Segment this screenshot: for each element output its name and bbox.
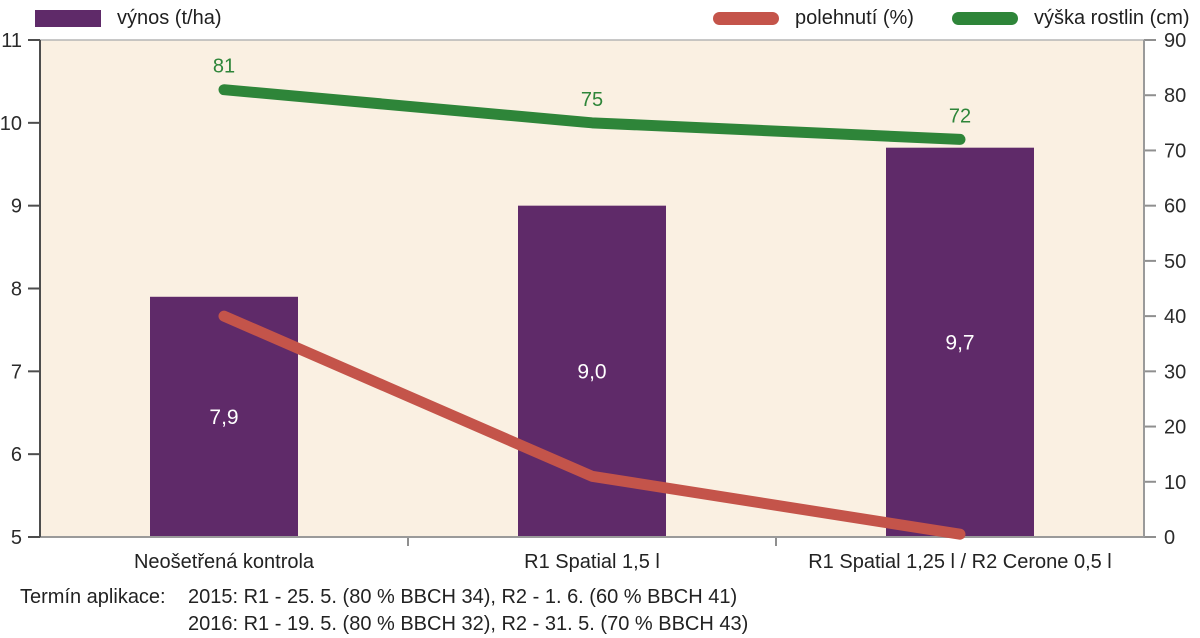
- right-axis-tick-label: 20: [1164, 417, 1186, 439]
- right-axis-tick-label: 10: [1164, 472, 1186, 494]
- right-axis-tick-label: 90: [1164, 30, 1186, 52]
- lodging-line-swatch-icon: [713, 11, 779, 25]
- legend-item-yield: výnos (t/ha): [35, 4, 221, 32]
- right-axis-tick-label: 40: [1164, 306, 1186, 328]
- left-axis-tick-label: 5: [11, 527, 22, 549]
- yield-bar-swatch-icon: [35, 9, 101, 27]
- category-label-spatial: R1 Spatial 1,5 l: [524, 551, 660, 573]
- right-axis-tick-label: 30: [1164, 361, 1186, 383]
- right-axis-tick-label: 0: [1164, 527, 1175, 549]
- footer-line-2016: 2016: R1 - 19. 5. (80 % BBCH 32), R2 - 3…: [188, 613, 749, 635]
- lodging-line: [218, 310, 966, 540]
- category-label-control: Neošetřená kontrola: [133, 551, 315, 573]
- left-axis-tick-label: 6: [11, 444, 22, 466]
- left-axis-tick-label: 9: [11, 196, 22, 218]
- plant-height-line: [218, 84, 966, 145]
- right-axis-tick-label: 60: [1164, 196, 1186, 218]
- plant-height-line-value-label: 75: [581, 89, 603, 111]
- left-axis-tick-label: 11: [1, 30, 22, 52]
- plant-height-line-value-label: 81: [213, 56, 235, 78]
- left-axis-tick-label: 7: [11, 361, 22, 383]
- legend-item-lodging: polehnutí (%): [713, 4, 914, 32]
- yield-bar: [886, 147, 1034, 537]
- legend-label-yield: výnos (t/ha): [117, 6, 222, 29]
- combo-chart: 5 6 7 8 9 10 11 0 10 20 30 40 50 60 70 80 90 81 75 72 7,9 9,0…: [0, 30, 1186, 549]
- footer-application-dates-label: Termín aplikace:: [20, 586, 166, 608]
- left-axis-tick-label: 10: [0, 113, 22, 135]
- right-axis-tick-label: 80: [1164, 85, 1186, 107]
- legend-item-plant-height: výška rostlin (cm): [952, 4, 1190, 32]
- legend-label-plant-height: výška rostlin (cm): [1034, 6, 1190, 29]
- right-axis-tick-label: 50: [1164, 251, 1186, 273]
- right-axis-tick-label: 70: [1164, 140, 1186, 162]
- footer-line-2015: 2015: R1 - 25. 5. (80 % BBCH 34), R2 - 1…: [188, 586, 738, 608]
- left-axis-tick-label: 8: [11, 279, 22, 301]
- legend-label-lodging: polehnutí (%): [795, 6, 914, 29]
- category-label-spatial-cerone: R1 Spatial 1,25 l / R2 Cerone 0,5 l: [808, 551, 1112, 573]
- plant-height-line-value-label: 72: [949, 105, 971, 127]
- yield-bar-value-label: 9,7: [945, 331, 974, 354]
- yield-bar-value-label: 7,9: [209, 406, 238, 429]
- yield-bar-value-label: 9,0: [577, 360, 606, 383]
- plant-height-line-swatch-icon: [952, 11, 1018, 25]
